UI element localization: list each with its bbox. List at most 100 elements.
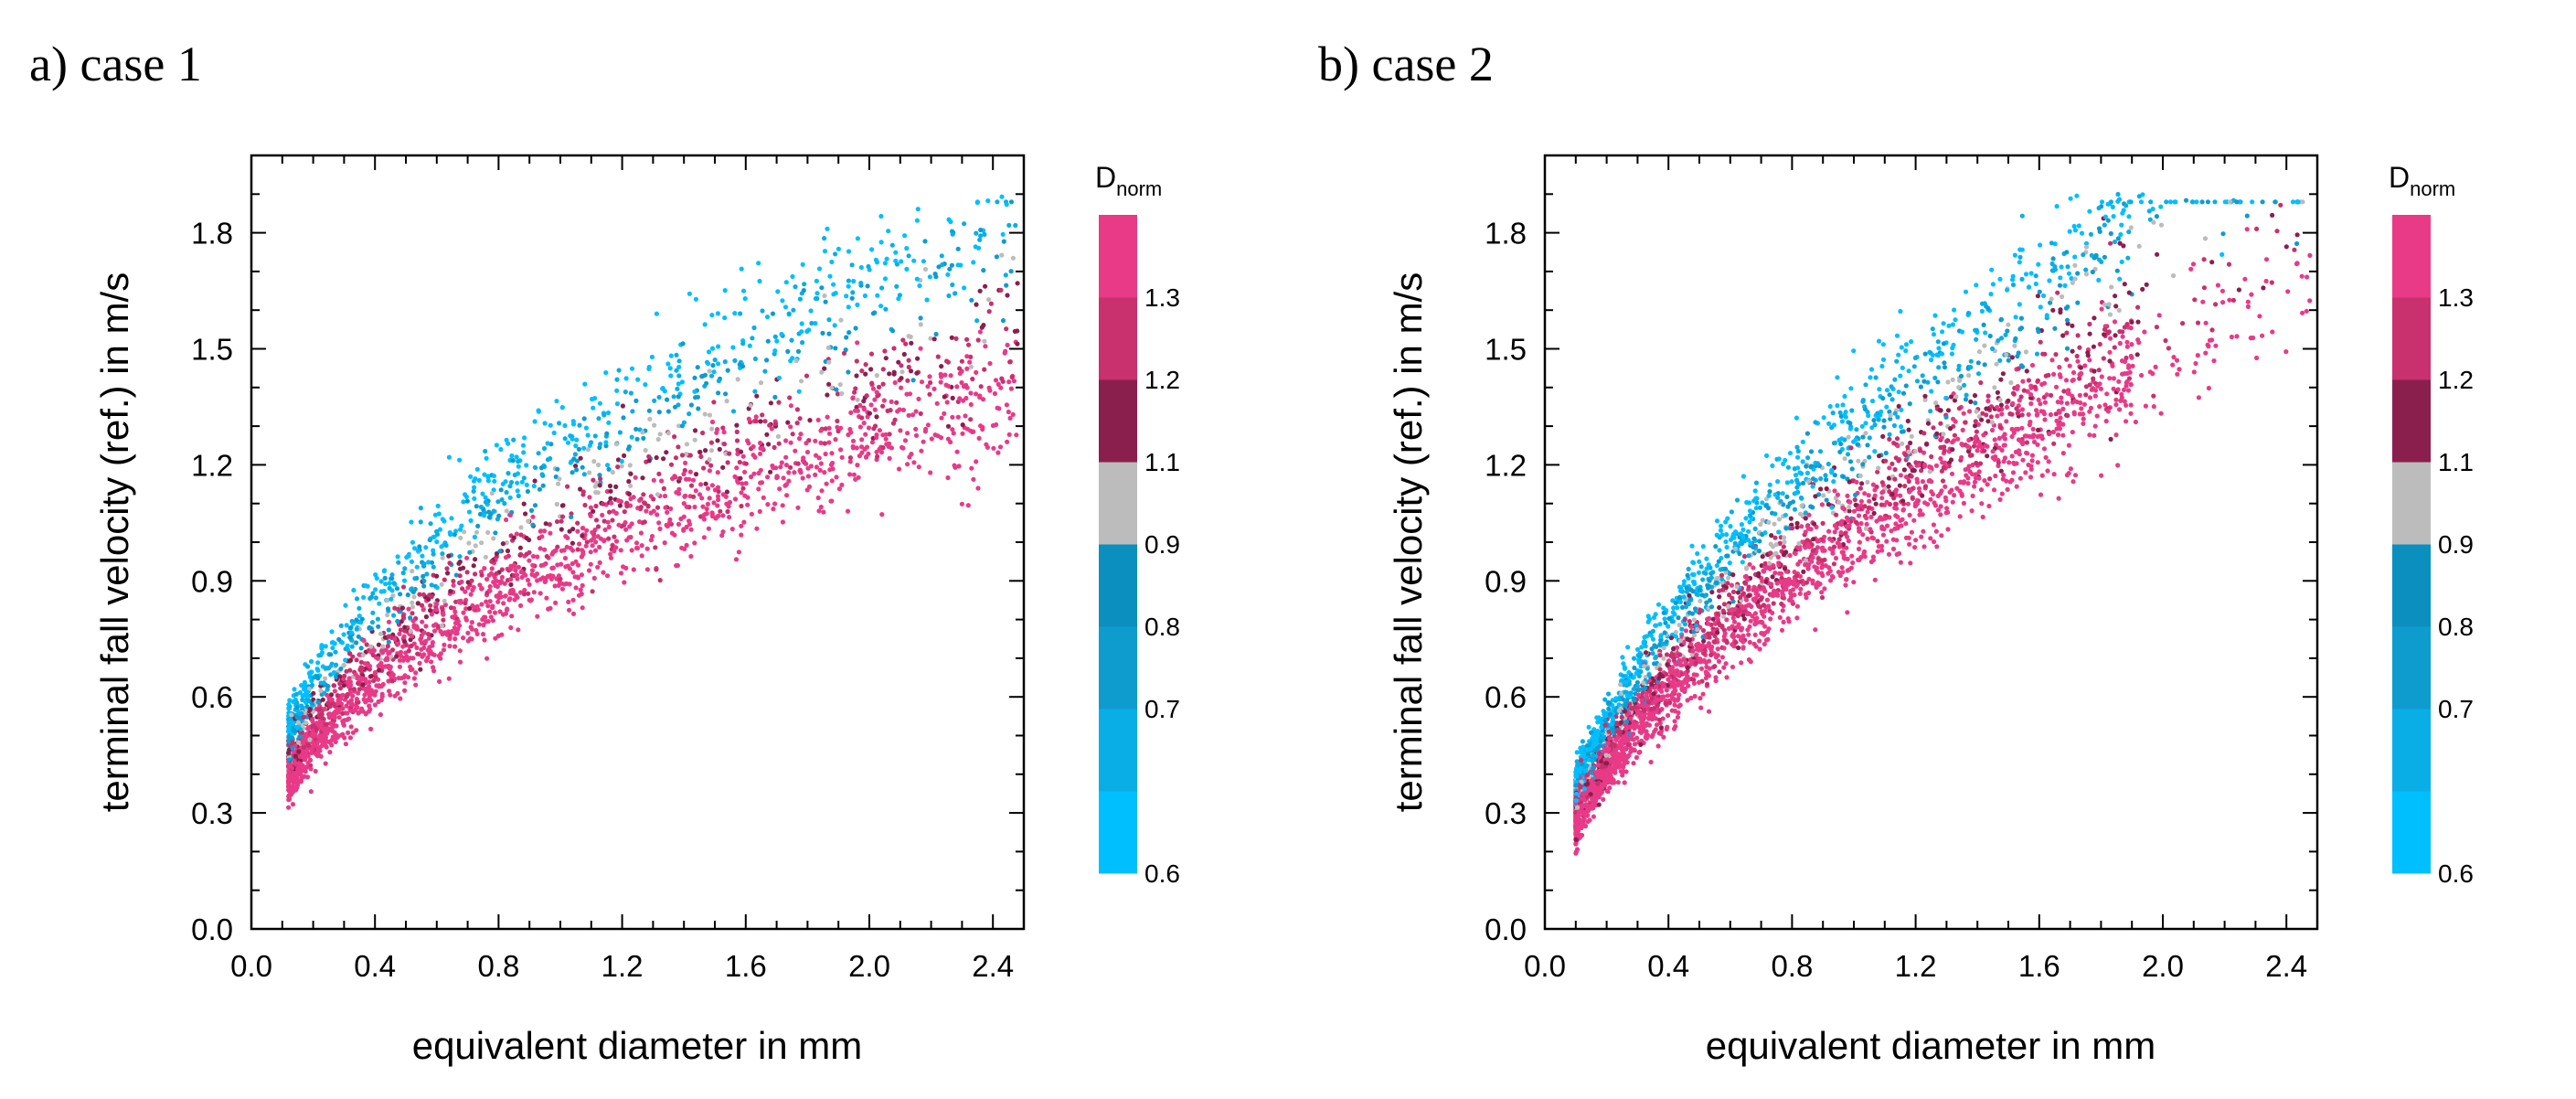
scatter-point [579,572,585,578]
scatter-point [1826,421,1832,426]
scatter-point [1794,603,1800,609]
scatter-point [2074,193,2080,198]
scatter-point [584,539,590,545]
scatter-point [373,674,378,679]
scatter-point [569,560,575,567]
scatter-point [1988,292,1994,297]
scatter-point [948,219,953,225]
scatter-point [348,724,354,730]
scatter-point [286,716,292,722]
scatter-point [908,334,913,340]
scatter-point [2006,357,2011,363]
scatter-point [725,508,730,515]
scatter-point [499,574,506,580]
scatter-point [865,414,870,420]
scatter-point [667,519,673,525]
scatter-point [2070,323,2075,328]
scatter-point [878,240,884,245]
scatter-point [295,720,301,725]
scatter-point [414,564,420,570]
scatter-point [364,688,369,694]
scatter-point [848,410,854,415]
scatter-point [1875,549,1880,554]
scatter-point [1903,348,1909,354]
scatter-point [532,419,538,424]
scatter-point [370,591,376,596]
scatter-point [1785,616,1791,622]
scatter-point [2113,304,2119,309]
scatter-point [899,259,904,264]
scatter-point [469,636,474,642]
scatter-point [2010,282,2017,288]
scatter-point [354,697,359,702]
scatter-point [2112,345,2117,350]
scatter-point [440,551,445,557]
scatter-point [290,802,296,807]
scatter-point [790,432,795,437]
scatter-point [1757,505,1762,510]
scatter-point [751,471,757,476]
scatter-point [569,540,576,546]
scatter-point [1867,454,1872,460]
scatter-point [420,619,425,624]
scatter-point [2029,458,2035,464]
scatter-point [588,505,594,510]
scatter-point [1683,628,1688,634]
scatter-point [2213,302,2219,307]
scatter-point [441,647,447,653]
scatter-point [294,699,300,706]
scatter-point [692,389,697,394]
scatter-point [351,687,357,692]
scatter-point [891,346,897,351]
scatter-point [2124,419,2129,424]
scatter-point [1653,727,1658,732]
scatter-point [574,458,580,464]
scatter-point [1772,535,1778,540]
scatter-point [815,417,821,422]
scatter-point [1856,546,1862,552]
scatter-point [527,598,534,603]
scatter-point [357,614,362,619]
scatter-point [496,579,503,584]
scatter-point [2116,307,2122,313]
scatter-point [429,594,434,600]
scatter-point [286,757,292,763]
scatter-point [302,774,307,779]
scatter-point [993,378,999,383]
scatter-point [489,566,495,571]
scatter-point [827,467,833,473]
scatter-point [483,448,488,454]
scatter-point [706,526,712,531]
scatter-point [861,421,867,426]
scatter-point [1833,555,1839,561]
scatter-point [959,358,964,364]
scatter-point [504,508,509,514]
scatter-point [2055,290,2060,295]
scatter-point [679,453,686,458]
scatter-point [723,494,729,499]
scatter-point [808,464,814,469]
scatter-point [577,541,582,547]
scatter-point [879,512,885,517]
scatter-point [490,618,496,624]
scatter-point [1909,339,1914,345]
scatter-point [1940,478,1946,484]
scatter-point [2087,331,2092,336]
scatter-point [516,493,521,499]
scatter-point [510,587,516,593]
scatter-point [516,459,521,464]
scatter-point [853,408,858,413]
scatter-point [913,432,920,438]
scatter-point [783,454,789,460]
scatter-point [1909,529,1914,535]
scatter-point [654,567,659,572]
scatter-point [2249,292,2254,297]
scatter-point [668,373,674,379]
scatter-point [598,476,603,482]
scatter-point [286,784,292,789]
scatter-point [1649,646,1655,652]
scatter-point [469,626,475,632]
scatter-point [597,400,603,406]
scatter-point [288,763,293,768]
scatter-point [1990,282,1996,287]
